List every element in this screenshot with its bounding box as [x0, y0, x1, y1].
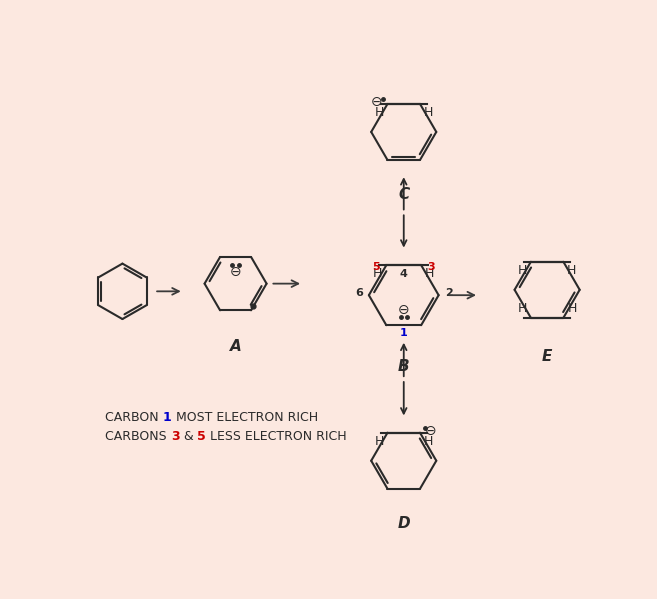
Text: D: D — [397, 516, 410, 531]
Text: 6: 6 — [355, 288, 363, 298]
Text: 5: 5 — [373, 262, 380, 273]
Text: ⊖: ⊖ — [425, 424, 437, 438]
Text: 5: 5 — [197, 430, 206, 443]
Text: CARBONS: CARBONS — [105, 430, 171, 443]
Text: 1: 1 — [163, 411, 171, 423]
Text: A: A — [230, 339, 242, 354]
Text: C: C — [398, 187, 409, 202]
Text: H: H — [425, 268, 434, 280]
Text: MOST ELECTRON RICH: MOST ELECTRON RICH — [171, 411, 318, 423]
Text: ⊖: ⊖ — [371, 95, 382, 110]
Text: ⊖: ⊖ — [230, 265, 241, 279]
Text: 2: 2 — [445, 288, 453, 298]
Text: H: H — [567, 264, 576, 277]
Text: LESS ELECTRON RICH: LESS ELECTRON RICH — [206, 430, 347, 443]
Text: H: H — [373, 268, 382, 280]
Text: 3: 3 — [428, 262, 435, 273]
Text: H: H — [423, 435, 433, 448]
Text: H: H — [374, 435, 384, 448]
Text: H: H — [518, 264, 528, 277]
Text: E: E — [542, 349, 553, 364]
Text: 4: 4 — [400, 269, 408, 279]
Text: 3: 3 — [171, 430, 179, 443]
Text: CARBON: CARBON — [105, 411, 163, 423]
Text: H: H — [374, 106, 384, 119]
Text: &: & — [179, 430, 197, 443]
Text: 1: 1 — [400, 328, 407, 338]
Text: H: H — [517, 302, 527, 316]
Text: B: B — [398, 359, 409, 374]
Text: ⊖: ⊖ — [398, 302, 409, 317]
Text: H: H — [423, 106, 433, 119]
Text: H: H — [568, 302, 577, 316]
